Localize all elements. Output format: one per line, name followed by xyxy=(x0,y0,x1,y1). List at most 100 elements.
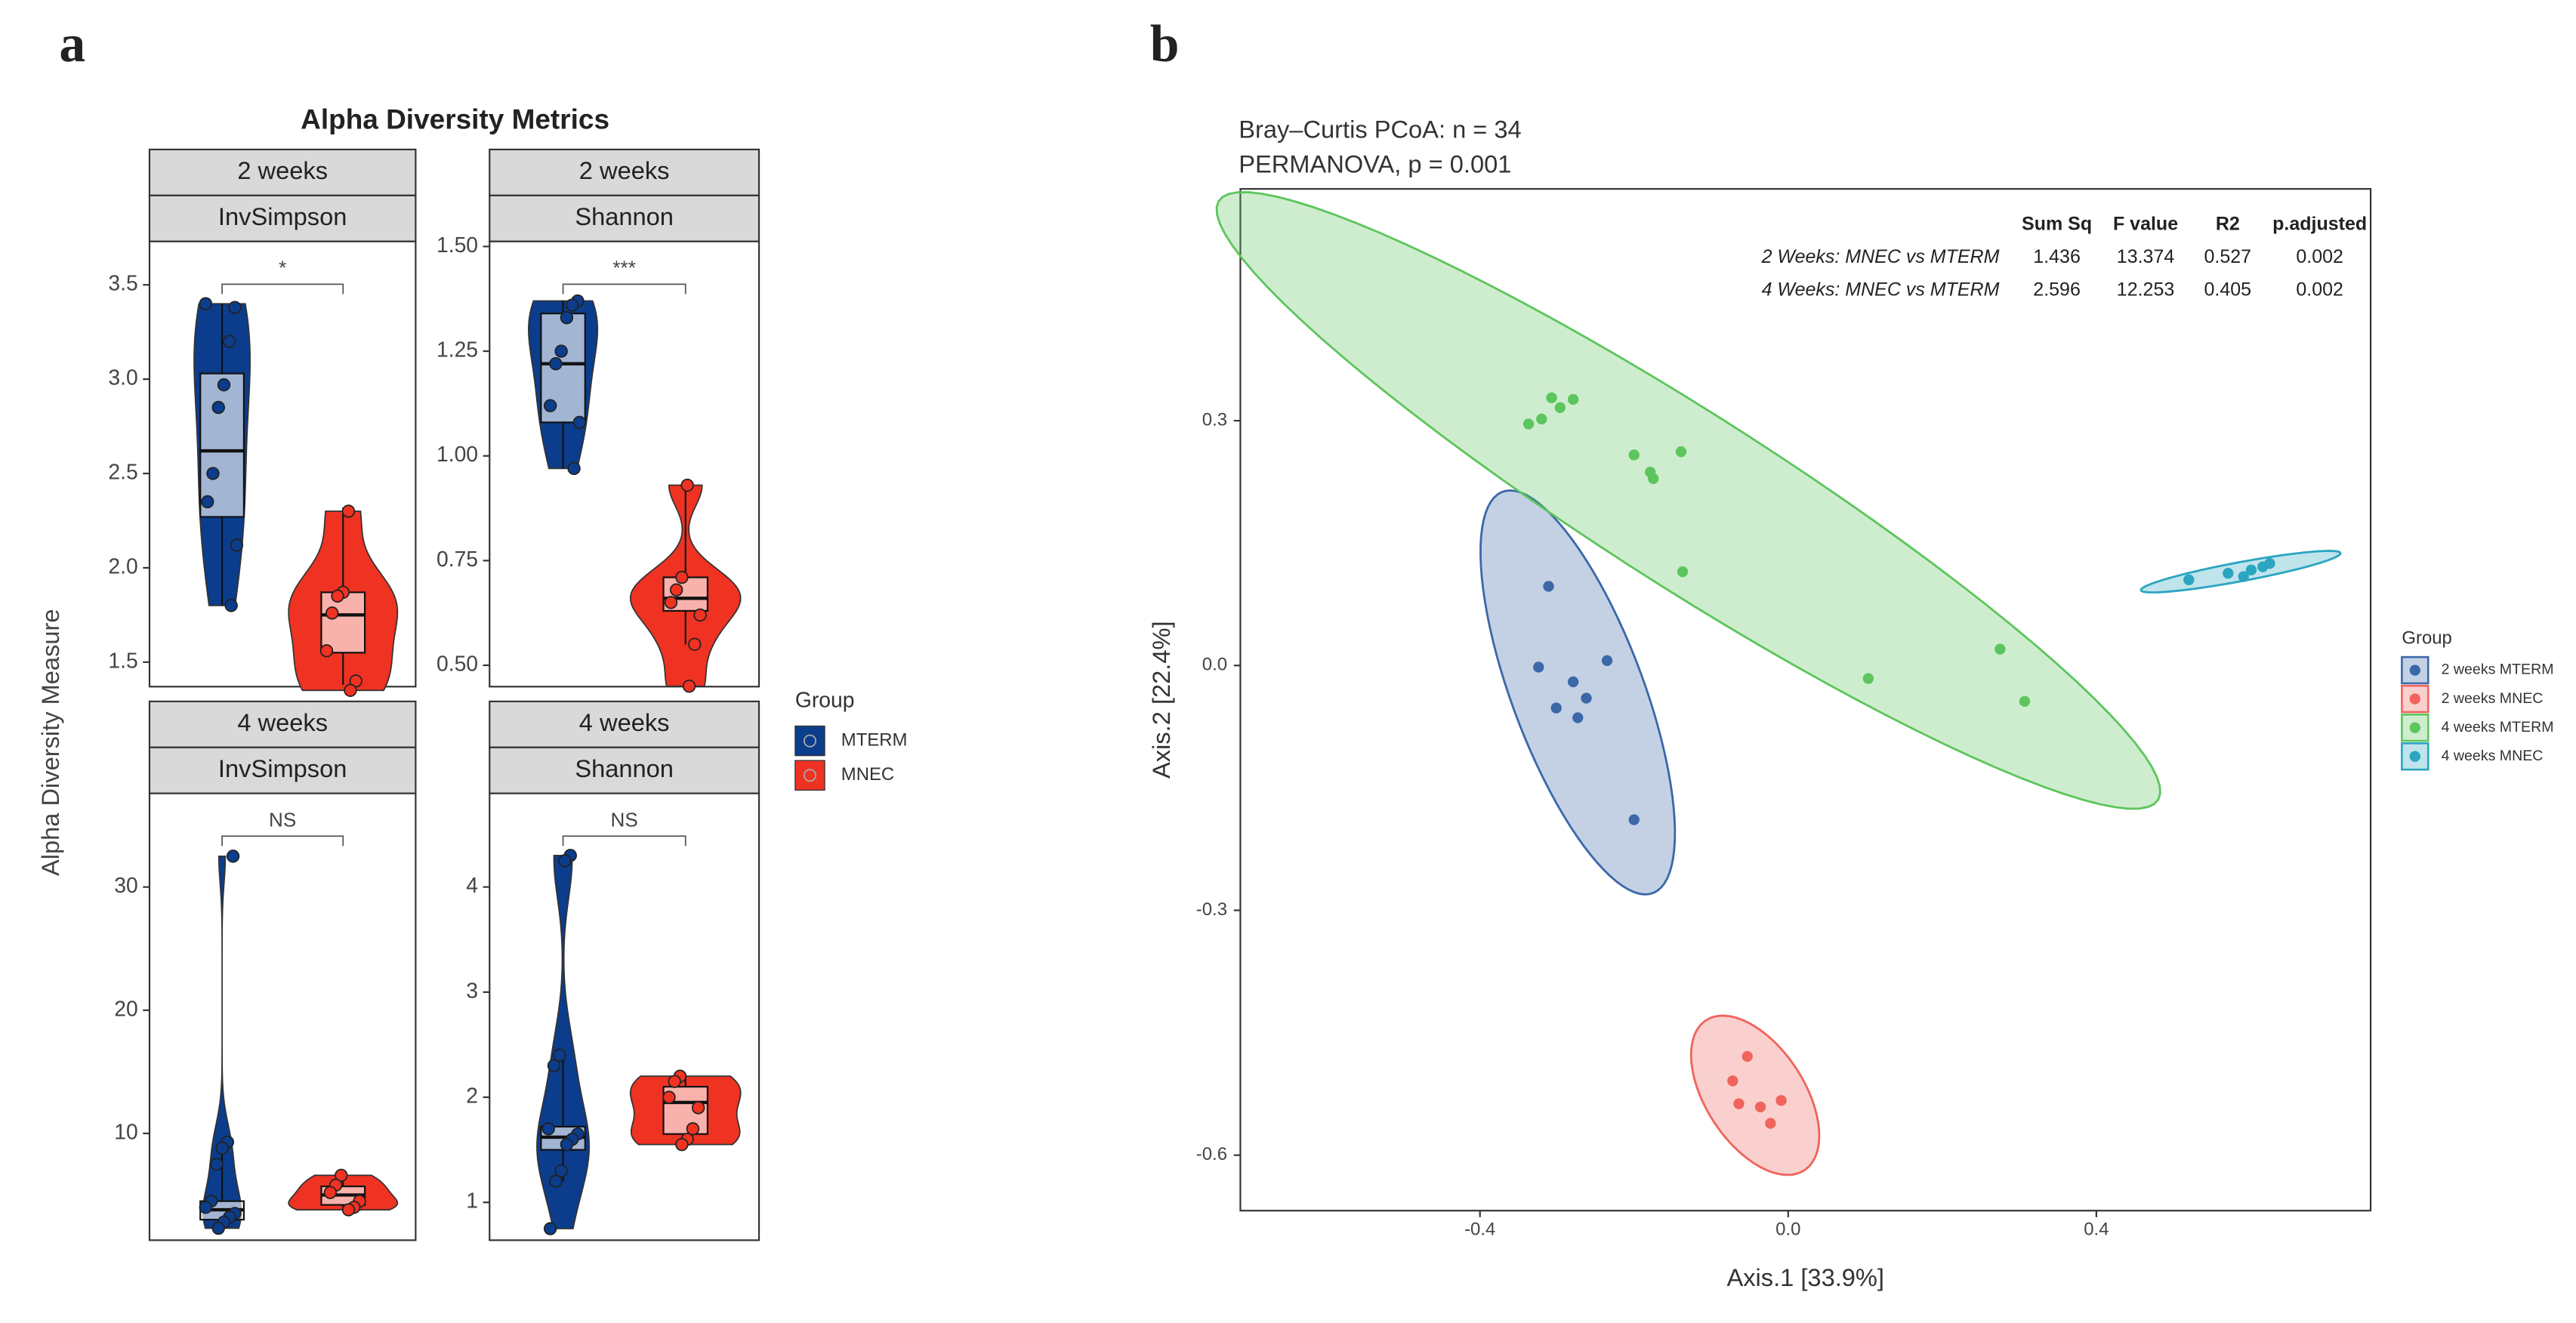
point xyxy=(565,298,579,312)
point xyxy=(217,378,231,392)
point xyxy=(560,311,574,325)
point xyxy=(554,1164,568,1178)
significance-bracket xyxy=(221,283,344,295)
legend-label: 4 weeks MTERM xyxy=(2442,719,2554,736)
legend-point xyxy=(2409,722,2420,733)
y-tick-label: 1.00 xyxy=(437,442,478,466)
strip-label: 4 weeks xyxy=(237,708,328,736)
y-tick-label: 10 xyxy=(114,1119,137,1143)
legend-point xyxy=(803,734,816,748)
point xyxy=(1533,662,1544,673)
table-cell: 12.253 xyxy=(2117,279,2174,301)
point xyxy=(693,608,707,622)
y-tick-label: 0.75 xyxy=(437,547,478,571)
point xyxy=(211,400,225,415)
strip-label: Shannon xyxy=(575,754,674,782)
point xyxy=(675,570,689,584)
y-tick-label: 1.25 xyxy=(437,338,478,362)
point xyxy=(668,1075,681,1088)
significance-bracket xyxy=(221,835,344,847)
y-axis-label: Axis.2 [22.4%] xyxy=(1147,621,1175,779)
legend-point xyxy=(803,769,816,782)
point xyxy=(547,1059,561,1072)
strip-label: 2 weeks xyxy=(579,156,670,184)
point xyxy=(1543,581,1554,592)
legend-label: MTERM xyxy=(841,729,908,750)
point xyxy=(228,301,242,314)
point xyxy=(2019,695,2031,708)
strip xyxy=(489,700,760,748)
point xyxy=(572,415,587,430)
y-tick-label: 1.50 xyxy=(437,233,478,257)
y-tick-label: 2.0 xyxy=(108,554,137,578)
point xyxy=(1628,449,1640,461)
table-row-label: 2 Weeks: MNEC vs MTERM xyxy=(1761,246,2000,267)
x-tick-label: 0.0 xyxy=(1775,1220,1800,1240)
point xyxy=(543,399,557,412)
point xyxy=(1994,643,2006,655)
y-tick-label: 1 xyxy=(466,1189,478,1213)
point xyxy=(1601,655,1613,666)
panel-label: a xyxy=(59,15,85,73)
table-cell: 0.002 xyxy=(2296,279,2343,301)
legend-label: 2 weeks MNEC xyxy=(2442,690,2544,707)
y-tick-label: -0.6 xyxy=(1196,1144,1227,1164)
strip-label: InvSimpson xyxy=(218,202,347,230)
point xyxy=(341,504,356,518)
point xyxy=(1546,392,1557,404)
strip-label: InvSimpson xyxy=(218,754,347,782)
legend-title: Group xyxy=(2402,628,2451,649)
point xyxy=(682,680,696,693)
point xyxy=(2183,574,2195,585)
x-axis-label: Axis.1 [33.9%] xyxy=(1726,1263,1884,1291)
strip xyxy=(489,148,760,196)
y-tick-label: 2.5 xyxy=(108,459,137,483)
point xyxy=(554,344,568,358)
legend-label: MNEC xyxy=(841,764,894,785)
significance-label: NS xyxy=(269,809,296,831)
y-tick-label: 20 xyxy=(114,996,137,1020)
y-tick-label: 4 xyxy=(466,873,478,897)
point xyxy=(223,335,236,348)
chart-subtitle: PERMANOVA, p = 0.001 xyxy=(1239,150,1511,177)
strip xyxy=(148,148,417,196)
point xyxy=(1727,1075,1738,1087)
chart-title: Bray–Curtis PCoA: n = 34 xyxy=(1239,116,1521,143)
point xyxy=(210,1158,224,1171)
legend-key xyxy=(2401,684,2429,714)
table-header: F value xyxy=(2113,214,2178,235)
point xyxy=(1862,673,1874,684)
legend-point xyxy=(2409,665,2420,676)
point xyxy=(1628,814,1640,825)
point xyxy=(675,1137,689,1152)
point xyxy=(664,596,678,609)
point xyxy=(541,1122,555,1136)
table-row-label: 4 Weeks: MNEC vs MTERM xyxy=(1762,279,2000,301)
y-tick-label: 3.0 xyxy=(108,365,137,390)
strip-label: 2 weeks xyxy=(237,156,328,184)
point xyxy=(549,357,563,371)
legend-label: 4 weeks MNEC xyxy=(2442,748,2544,764)
y-tick-label: -0.3 xyxy=(1196,899,1227,920)
point xyxy=(1775,1095,1787,1106)
y-tick-label: 0.3 xyxy=(1202,409,1227,430)
point xyxy=(206,467,220,480)
legend-point xyxy=(2409,693,2420,705)
legend-title: Group xyxy=(795,687,855,711)
point xyxy=(553,1048,566,1062)
point xyxy=(1754,1101,1766,1113)
plot-area xyxy=(1239,188,2372,1212)
strip xyxy=(148,194,417,242)
strip xyxy=(489,746,760,794)
y-tick-label: 0.0 xyxy=(1202,655,1227,675)
point xyxy=(230,538,244,552)
table-cell: 13.374 xyxy=(2117,246,2175,267)
point xyxy=(1567,393,1579,406)
point xyxy=(344,683,357,697)
significance-bracket xyxy=(562,283,686,295)
strip-label: Shannon xyxy=(575,202,674,230)
point xyxy=(2223,567,2234,579)
table-cell: 2.596 xyxy=(2033,279,2081,301)
point xyxy=(567,461,581,476)
